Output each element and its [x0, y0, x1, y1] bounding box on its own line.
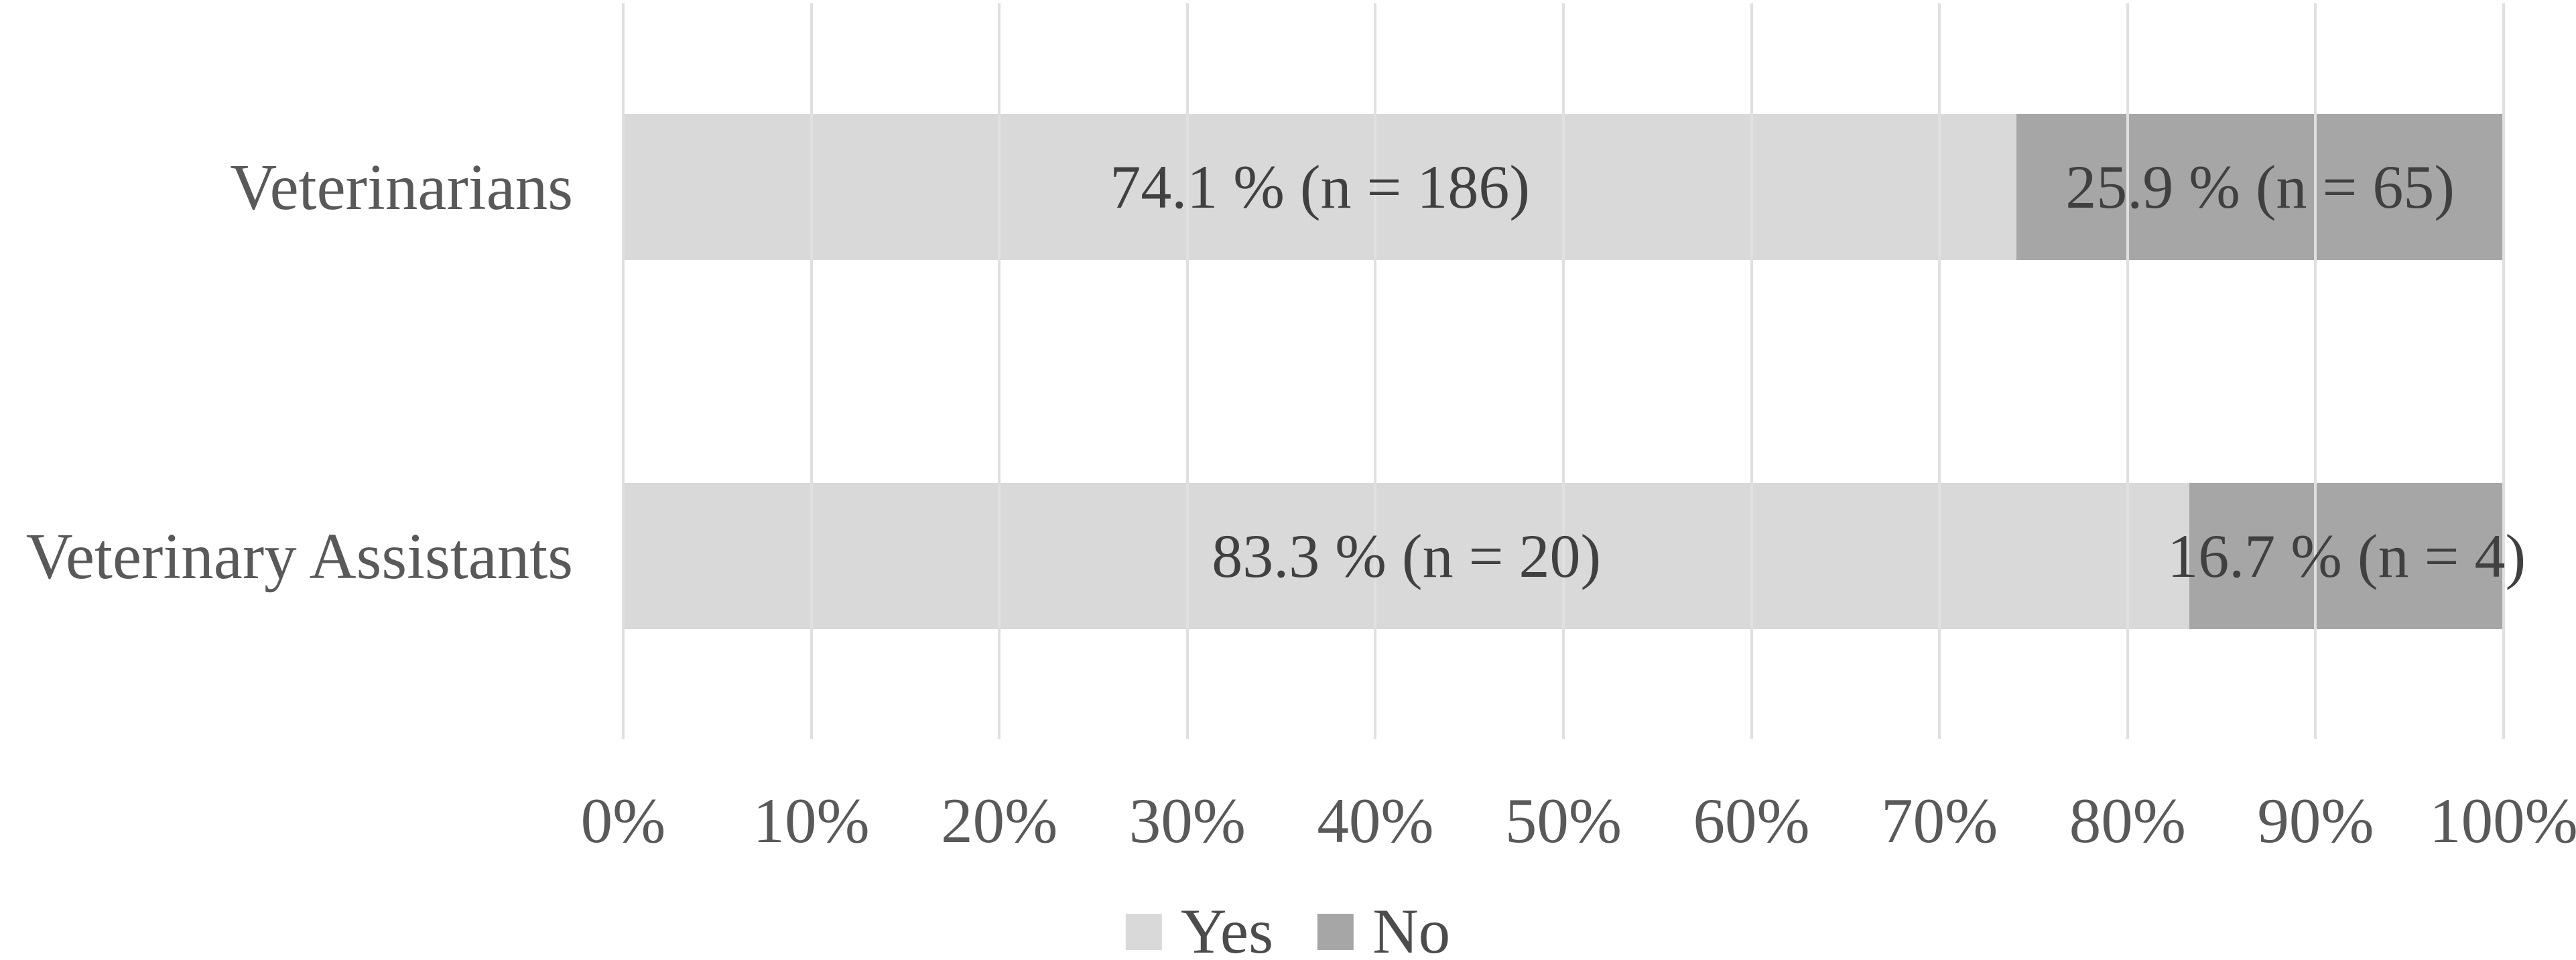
- x-axis-tick-label: 70%: [1881, 785, 1998, 856]
- plot-area: 74.1 % (n = 186) 25.9 % (n = 65) 83.3 % (n…: [622, 3, 2526, 739]
- x-axis-tick-label: 0%: [580, 785, 666, 856]
- category-label: Veterinary Assistants: [25, 520, 573, 592]
- bar-segment-label-no: 25.9 % (n = 65): [2065, 153, 2455, 221]
- legend-label: No: [1372, 896, 1451, 960]
- legend-swatch-icon: [1317, 913, 1354, 950]
- bar-segment-label-yes: 74.1 % (n = 186): [1110, 153, 1531, 221]
- x-axis-tick-label: 10%: [753, 785, 870, 856]
- bar-segment-no: [2189, 483, 2504, 629]
- x-axis-tick-label: 40%: [1317, 785, 1434, 856]
- bar-segment-label-yes: 83.3 % (n = 20): [1212, 522, 1602, 590]
- bar-veterinary-assistants: [623, 483, 2504, 629]
- x-axis-tick-label: 60%: [1693, 785, 1810, 856]
- bar-segment-no: [2016, 114, 2504, 260]
- bar-segment-yes: [623, 483, 2190, 629]
- x-axis-tick-label: 80%: [2069, 785, 2186, 856]
- bar-segment-label-no: 16.7 % (n = 4): [2167, 522, 2526, 590]
- x-axis-tick-label: 100%: [2429, 785, 2576, 856]
- legend-entry-yes: Yes: [1125, 896, 1274, 960]
- bar-segment-yes: [623, 114, 2017, 260]
- x-axis-tick-label: 20%: [941, 785, 1058, 856]
- category-label: Veterinarians: [230, 151, 573, 223]
- legend-swatch-icon: [1125, 913, 1162, 950]
- x-axis-tick-label: 50%: [1504, 785, 1622, 856]
- x-axis-tick-label: 90%: [2257, 785, 2374, 856]
- bar-veterinarians: [623, 114, 2504, 260]
- legend: Yes No: [1125, 896, 1450, 960]
- x-axis-tick-label: 30%: [1129, 785, 1246, 856]
- legend-label: Yes: [1180, 896, 1274, 960]
- bars-layer: [623, 3, 2504, 739]
- bar-labels-layer: 74.1 % (n = 186) 25.9 % (n = 65) 83.3 % (n…: [623, 3, 2526, 739]
- legend-entry-no: No: [1317, 900, 1450, 960]
